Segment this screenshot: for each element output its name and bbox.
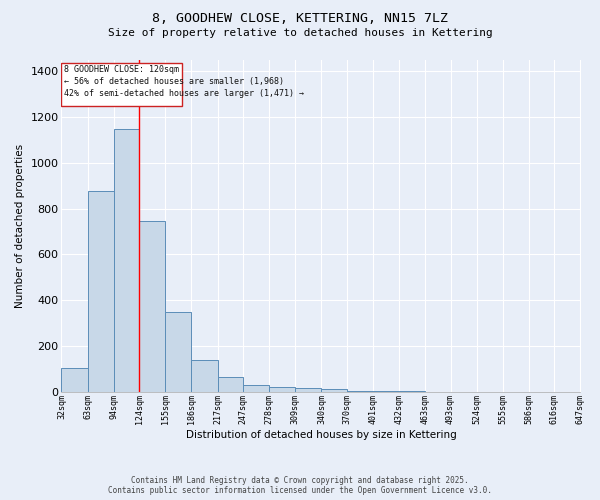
X-axis label: Distribution of detached houses by size in Kettering: Distribution of detached houses by size …: [185, 430, 457, 440]
Bar: [295, 388, 322, 392]
Text: 8 GOODHEW CLOSE: 120sqm: 8 GOODHEW CLOSE: 120sqm: [64, 66, 179, 74]
Bar: [191, 360, 218, 392]
Bar: [243, 386, 269, 392]
Text: ← 56% of detached houses are smaller (1,968): ← 56% of detached houses are smaller (1,…: [64, 78, 284, 86]
Bar: [165, 312, 191, 392]
Bar: [61, 368, 88, 392]
Bar: [218, 378, 243, 392]
Bar: [322, 390, 347, 392]
Text: 42% of semi-detached houses are larger (1,471) →: 42% of semi-detached houses are larger (…: [64, 90, 304, 98]
Bar: [114, 128, 139, 392]
Text: 8, GOODHEW CLOSE, KETTERING, NN15 7LZ: 8, GOODHEW CLOSE, KETTERING, NN15 7LZ: [152, 12, 448, 26]
Text: Size of property relative to detached houses in Kettering: Size of property relative to detached ho…: [107, 28, 493, 38]
Text: Contains HM Land Registry data © Crown copyright and database right 2025.
Contai: Contains HM Land Registry data © Crown c…: [108, 476, 492, 495]
Bar: [61, 64, 182, 106]
Bar: [269, 387, 295, 392]
Y-axis label: Number of detached properties: Number of detached properties: [15, 144, 25, 308]
Bar: [139, 220, 165, 392]
Bar: [373, 391, 399, 392]
Bar: [88, 192, 114, 392]
Bar: [347, 390, 373, 392]
